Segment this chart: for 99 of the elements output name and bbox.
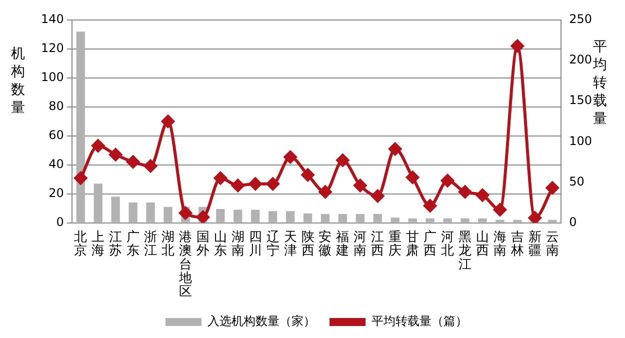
- y2-axis-title: 平均转载量: [592, 38, 608, 128]
- point: [441, 174, 454, 188]
- bar: [548, 220, 557, 222]
- bar: [513, 220, 522, 222]
- point: [266, 177, 280, 190]
- point: [388, 142, 402, 156]
- point: [284, 150, 297, 164]
- y-tick-label: 120: [41, 41, 64, 56]
- point: [92, 139, 105, 152]
- y-tick-label: 140: [41, 12, 64, 26]
- bar: [94, 184, 102, 222]
- point: [196, 210, 210, 223]
- bar: [443, 218, 452, 222]
- bar: [234, 210, 242, 222]
- bar: [460, 218, 470, 222]
- x-tick-label: 安徽: [318, 228, 332, 259]
- bar: [146, 202, 155, 222]
- point: [318, 185, 332, 198]
- point: [476, 188, 489, 202]
- point: [74, 172, 88, 185]
- x-tick-label: 海南: [493, 230, 506, 259]
- y2-tick-label: 100: [569, 134, 592, 148]
- bar: [496, 220, 504, 222]
- point: [336, 154, 350, 167]
- point: [301, 168, 314, 182]
- x-tick-label: 辽宁: [266, 230, 280, 259]
- y2-tick-label: 250: [569, 12, 592, 26]
- y2-tick-label: 150: [569, 93, 592, 108]
- point: [178, 206, 192, 220]
- point: [406, 170, 420, 184]
- x-tick-label: 上海: [92, 230, 105, 259]
- point: [109, 148, 122, 162]
- point: [510, 39, 524, 52]
- x-tick-label: 陕西: [301, 230, 314, 259]
- point: [546, 181, 559, 194]
- x-tick-label: 云南: [546, 230, 559, 259]
- point: [458, 185, 472, 198]
- x-tick-label: 江西: [371, 230, 384, 259]
- x-tick-label: 重庆: [388, 230, 402, 259]
- bar: [426, 218, 434, 222]
- x-tick-label: 浙江: [144, 230, 158, 259]
- y2-tick-label: 0: [569, 214, 577, 229]
- point: [214, 172, 227, 185]
- x-tick-label: 广西: [424, 230, 437, 259]
- point: [424, 199, 437, 212]
- y2-tick-label: 200: [569, 52, 592, 67]
- x-tick-label: 山西: [476, 230, 489, 259]
- x-tick-label: 吉林: [510, 230, 524, 259]
- bar: [338, 214, 348, 222]
- legend-label: 入选机构数量（家）: [208, 314, 316, 328]
- point: [371, 189, 384, 202]
- bar: [320, 214, 330, 222]
- bar: [373, 214, 382, 222]
- bar: [286, 211, 295, 222]
- point: [493, 203, 506, 216]
- bar: [76, 32, 85, 222]
- y2-tick-label: 50: [569, 174, 584, 188]
- x-tick-label: 新疆: [528, 230, 542, 259]
- x-tick-label: 山东: [214, 230, 227, 259]
- bar: [303, 213, 312, 222]
- y-tick-label: 80: [48, 99, 64, 114]
- x-tick-label: 四川: [248, 230, 262, 259]
- bar: [128, 202, 138, 222]
- x-tick-label: 黑龙江: [458, 230, 472, 272]
- y-tick-label: 40: [48, 156, 64, 171]
- point: [248, 177, 262, 190]
- y-tick-label: 60: [48, 128, 64, 142]
- x-tick-label: 广东: [126, 230, 140, 259]
- x-tick-label: 北京: [74, 230, 88, 259]
- bar: [251, 210, 260, 222]
- bar: [390, 218, 400, 222]
- x-tick-label: 河北: [441, 230, 454, 259]
- x-tick-label: 河南: [354, 230, 367, 259]
- point: [161, 114, 174, 128]
- point: [231, 178, 244, 192]
- point: [126, 155, 140, 168]
- bar: [268, 211, 278, 222]
- y-tick-label: 20: [48, 186, 64, 200]
- x-tick-label: 甘肃: [406, 230, 420, 259]
- x-tick-label: 湖南: [231, 230, 244, 259]
- x-tick-label: 天津: [284, 230, 297, 259]
- point: [354, 178, 367, 192]
- x-tick-label: 福建: [335, 230, 350, 259]
- bar: [408, 218, 417, 222]
- x-tick-label: 港澳台地区: [178, 230, 192, 300]
- y-tick-label: 0: [56, 214, 64, 229]
- point: [528, 211, 542, 223]
- bar: [164, 206, 172, 222]
- y-tick-label: 100: [41, 70, 64, 84]
- x-tick-label: 江苏: [109, 230, 122, 259]
- point: [144, 159, 158, 172]
- bar: [111, 196, 120, 222]
- legend-label: 平均转载量（篇）: [372, 314, 468, 328]
- x-tick-label: 湖北: [161, 230, 174, 259]
- bar: [478, 218, 487, 222]
- bar: [216, 208, 225, 222]
- bar: [356, 214, 364, 222]
- x-tick-label: 国外: [196, 230, 210, 259]
- y-axis-title: 机构数量: [10, 45, 26, 117]
